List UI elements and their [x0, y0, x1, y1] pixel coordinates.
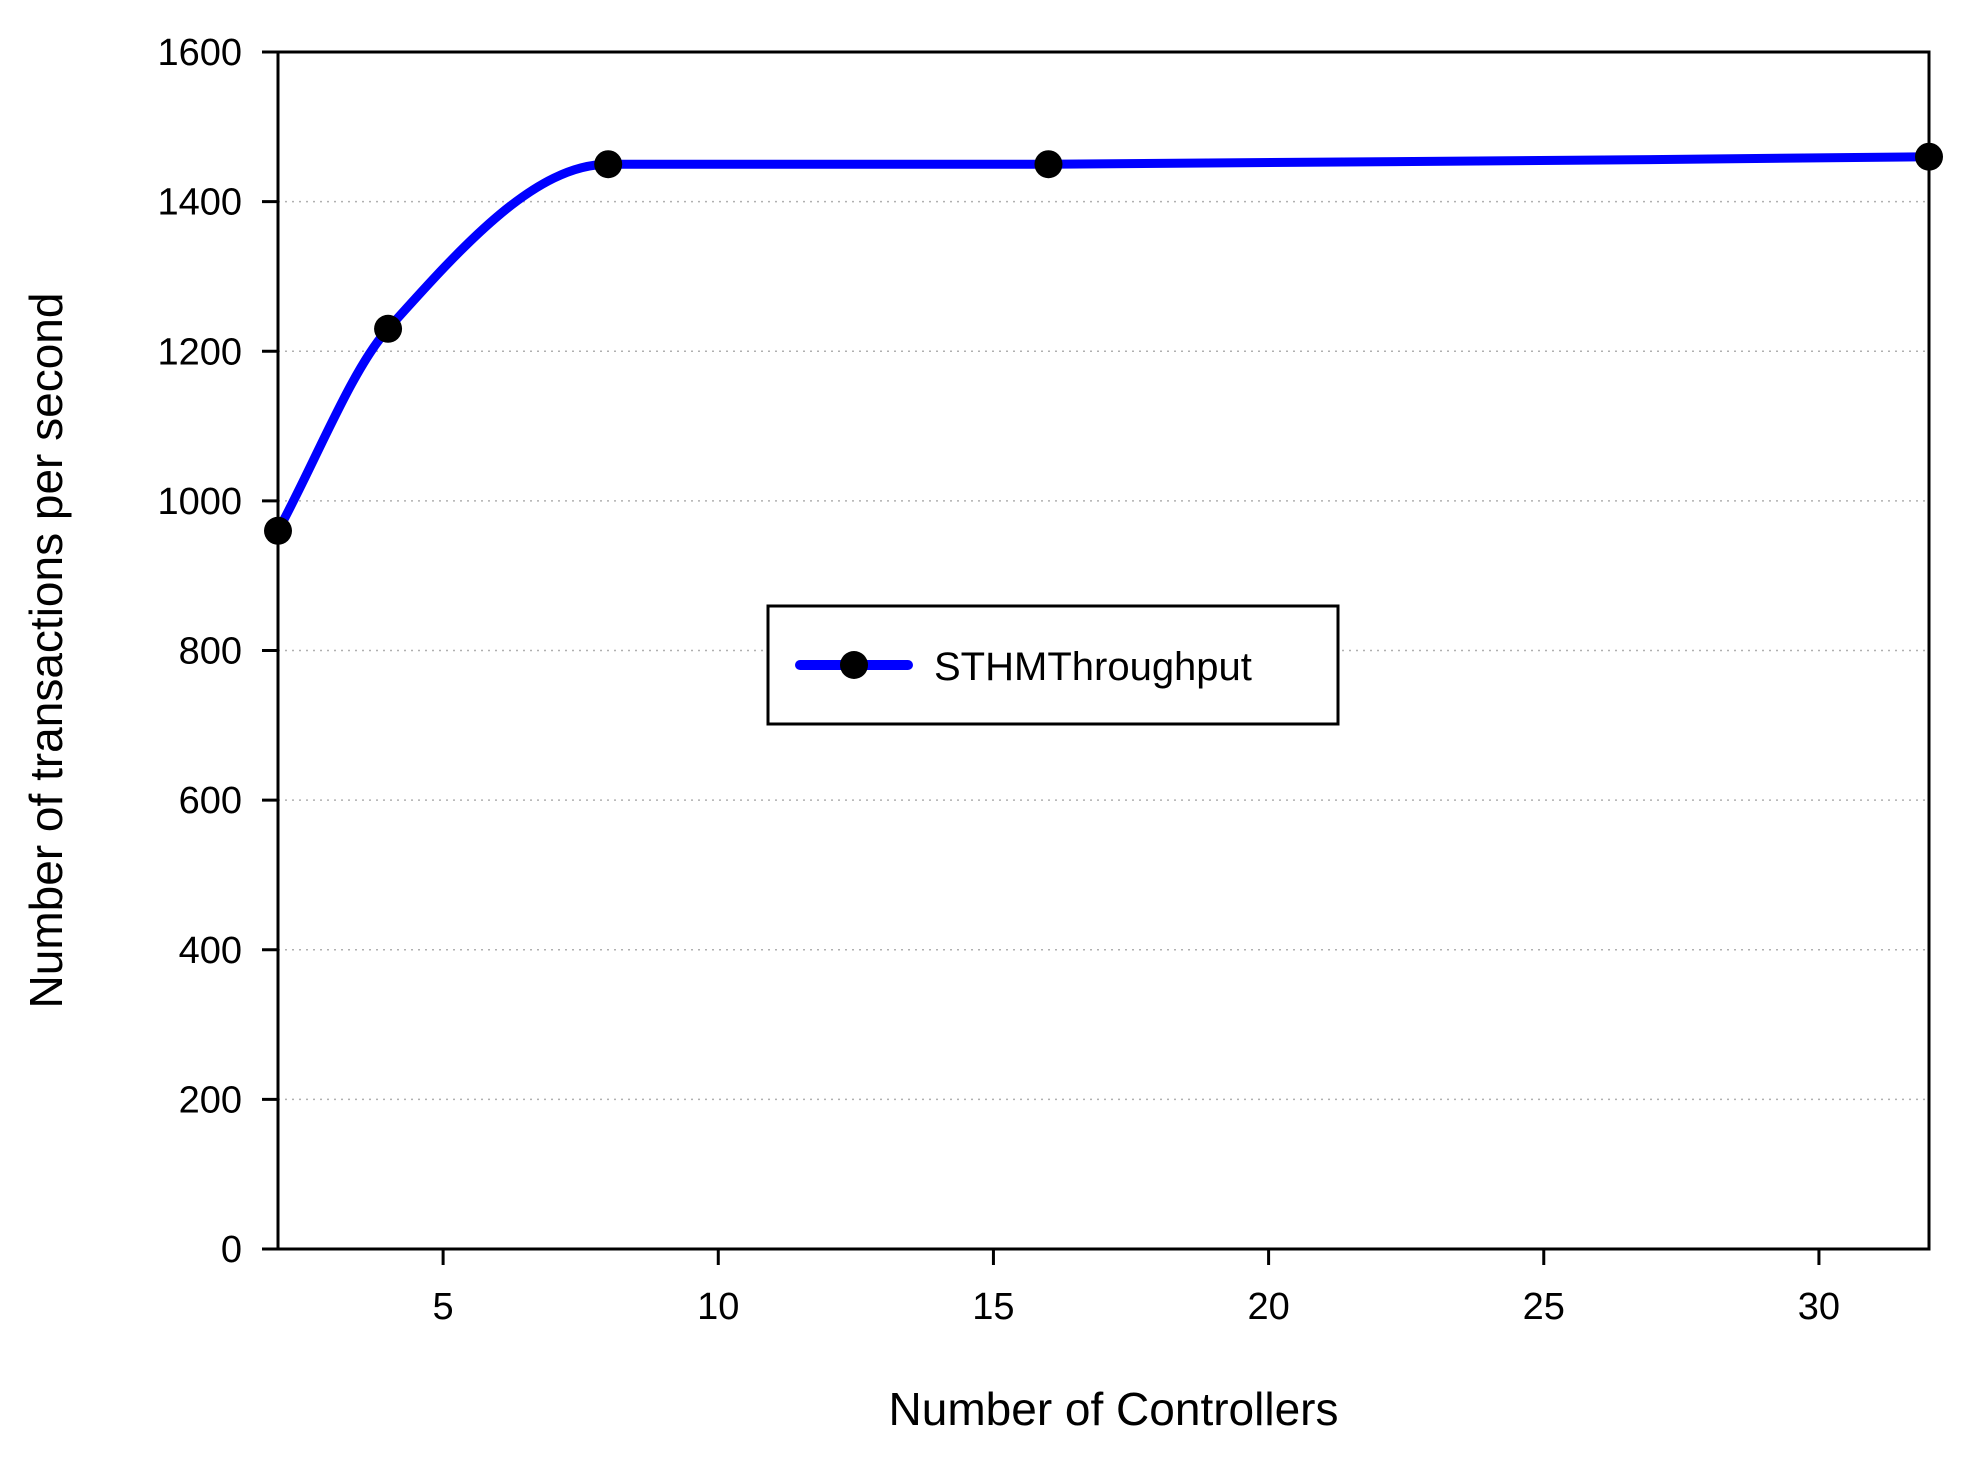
y-tick-label: 800: [179, 631, 242, 673]
data-point: [1034, 150, 1063, 179]
y-axis: 0 200 400 600 800 1000 1200 1400 1600: [157, 32, 278, 1271]
y-tick-label: 1200: [157, 331, 242, 373]
y-tick-label: 600: [179, 780, 242, 822]
y-axis-title: Number of transactions per second: [20, 293, 72, 1009]
y-tick-label: 0: [221, 1229, 242, 1271]
legend-label: STHMThroughput: [934, 645, 1252, 689]
x-tick-label: 20: [1247, 1286, 1289, 1328]
series-layer: [264, 142, 1943, 545]
legend-marker: [840, 651, 868, 679]
data-point: [374, 314, 403, 343]
y-tick-label: 200: [179, 1079, 242, 1121]
x-tick-label: 10: [697, 1286, 739, 1328]
y-tick-label: 1400: [157, 182, 242, 224]
x-tick-label: 30: [1798, 1286, 1840, 1328]
y-tick-label: 400: [179, 930, 242, 972]
series-line: [273, 152, 1934, 536]
x-tick-label: 25: [1523, 1286, 1565, 1328]
x-axis-title: Number of Controllers: [889, 1383, 1339, 1435]
x-tick-label: 15: [972, 1286, 1014, 1328]
x-axis: 5 10 15 20 25 30: [433, 1249, 1840, 1328]
x-tick-label: 5: [433, 1286, 454, 1328]
y-tick-label: 1600: [157, 32, 242, 74]
data-point: [594, 150, 623, 179]
y-tick-label: 1000: [157, 481, 242, 523]
legend: STHMThroughput: [766, 604, 1340, 726]
